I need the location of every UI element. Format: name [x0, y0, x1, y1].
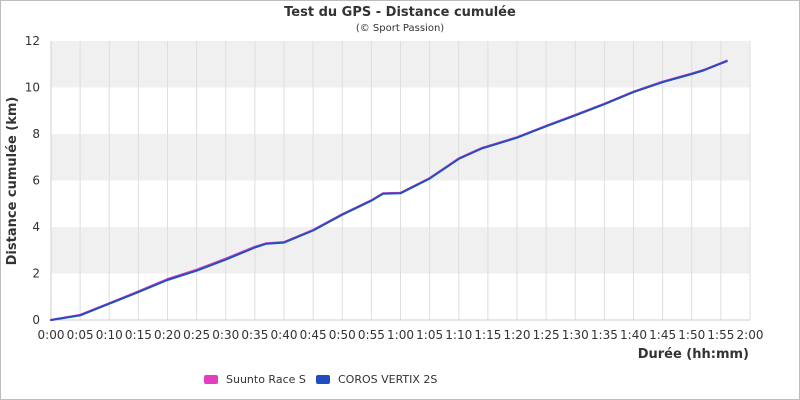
x-tick-label: 0:40: [271, 328, 298, 342]
y-tick-label: 8: [32, 127, 40, 141]
x-tick-label: 1:00: [387, 328, 414, 342]
x-tick-label: 1:05: [416, 328, 443, 342]
y-tick-label: 0: [32, 313, 40, 327]
x-tick-label: 2:00: [737, 328, 764, 342]
x-tick-label: 0:30: [212, 328, 239, 342]
legend-swatch: [316, 375, 330, 384]
legend-label: COROS VERTIX 2S: [338, 373, 437, 386]
x-tick-label: 0:20: [154, 328, 181, 342]
x-tick-label: 1:10: [445, 328, 472, 342]
legend-label: Suunto Race S: [226, 373, 306, 386]
x-tick-labels: 0:00 0:05 0:10 0:15 0:20 0:25 0:30 0:35 0:40 0:45…: [38, 328, 764, 342]
x-tick-label: 1:35: [591, 328, 618, 342]
x-tick-label: 1:20: [504, 328, 531, 342]
vertical-gridlines: [50, 41, 751, 320]
x-tick-label: 1:40: [620, 328, 647, 342]
series-lines: [49, 59, 728, 322]
legend-swatch: [204, 375, 218, 384]
x-tick-label: 0:45: [300, 328, 327, 342]
legend: Suunto Race S COROS VERTIX 2S: [204, 373, 437, 386]
x-tick-label: 1:15: [474, 328, 501, 342]
x-tick-label: 0:55: [358, 328, 385, 342]
x-tick-label: 0:10: [96, 328, 123, 342]
y-tick-label: 12: [25, 34, 40, 48]
x-tick-label: 1:50: [678, 328, 705, 342]
y-tick-label: 2: [32, 267, 40, 281]
y-tick-labels: 0 2 4 6 8 10 12: [25, 34, 40, 327]
y-tick-label: 6: [32, 174, 40, 188]
x-tick-label: 0:35: [241, 328, 268, 342]
y-axis-label: Distance cumulée (km): [5, 97, 20, 266]
series-line-2: [50, 60, 728, 321]
x-tick-label: 0:25: [183, 328, 210, 342]
x-tick-label: 0:00: [38, 328, 65, 342]
y-tick-label: 4: [32, 220, 40, 234]
chart-subtitle: (© Sport Passion): [356, 23, 444, 34]
x-tick-label: 0:50: [329, 328, 356, 342]
x-tick-label: 0:05: [67, 328, 94, 342]
x-tick-label: 1:30: [562, 328, 589, 342]
x-tick-label: 0:15: [125, 328, 152, 342]
x-axis-label: Durée (hh:mm): [638, 347, 749, 362]
y-tick-label: 10: [25, 81, 40, 95]
chart-title: Test du GPS - Distance cumulée: [284, 5, 516, 20]
x-tick-label: 1:55: [707, 328, 734, 342]
x-tick-label: 1:45: [649, 328, 676, 342]
x-tick-label: 1:25: [533, 328, 560, 342]
